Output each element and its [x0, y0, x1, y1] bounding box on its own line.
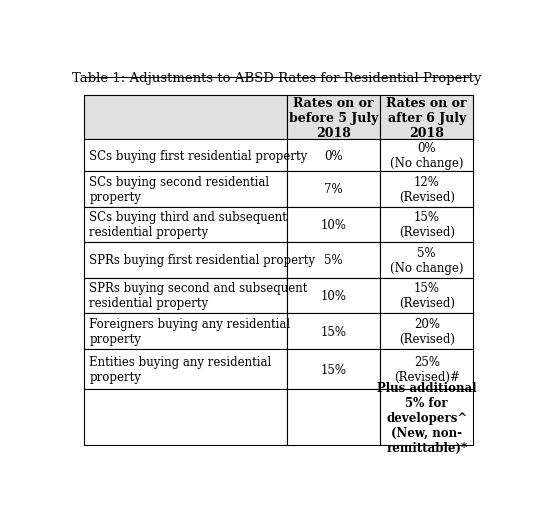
Text: Rates on or
after 6 July
2018: Rates on or after 6 July 2018	[387, 96, 467, 139]
Text: 15%
(Revised): 15% (Revised)	[399, 211, 455, 239]
Bar	[84, 172, 287, 207]
Text: 10%: 10%	[320, 218, 346, 231]
Bar	[287, 95, 380, 140]
Text: SPRs buying first residential property: SPRs buying first residential property	[89, 254, 315, 267]
Text: SCs buying second residential
property: SCs buying second residential property	[89, 175, 269, 204]
Text: 12%
(Revised): 12% (Revised)	[399, 175, 455, 204]
Text: 5%
(No change): 5% (No change)	[390, 246, 463, 274]
Bar	[380, 278, 474, 314]
Bar	[380, 140, 474, 172]
Text: 15%: 15%	[320, 363, 346, 376]
Text: 15%: 15%	[320, 325, 346, 338]
Text: 10%: 10%	[320, 289, 346, 302]
Bar	[380, 207, 474, 242]
Bar	[380, 390, 474, 445]
Bar	[84, 140, 287, 172]
Text: 20%
(Revised): 20% (Revised)	[399, 317, 455, 345]
Text: SPRs buying second and subsequent
residential property: SPRs buying second and subsequent reside…	[89, 282, 308, 310]
Bar	[287, 140, 380, 172]
Bar	[380, 172, 474, 207]
Bar	[84, 349, 287, 390]
Bar	[287, 314, 380, 349]
Text: 25%
(Revised)#: 25% (Revised)#	[394, 356, 460, 383]
Bar	[287, 207, 380, 242]
Text: Table 1: Adjustments to ABSD Rates for Residential Property: Table 1: Adjustments to ABSD Rates for R…	[72, 72, 482, 85]
Text: 0%
(No change): 0% (No change)	[390, 142, 463, 170]
Text: 7%: 7%	[324, 183, 343, 196]
Text: Foreigners buying any residential
property: Foreigners buying any residential proper…	[89, 317, 291, 345]
Bar	[287, 278, 380, 314]
Bar	[287, 172, 380, 207]
Text: SCs buying first residential property: SCs buying first residential property	[89, 149, 307, 162]
Bar	[287, 390, 380, 445]
Bar	[84, 278, 287, 314]
Bar	[380, 349, 474, 390]
Bar	[84, 390, 287, 445]
Text: 0%: 0%	[324, 149, 343, 162]
Bar	[84, 95, 287, 140]
Text: Entities buying any residential
property: Entities buying any residential property	[89, 356, 272, 383]
Bar	[84, 242, 287, 278]
Text: Plus additional
5% for
developers^
(New, non-
remittable)*: Plus additional 5% for developers^ (New,…	[377, 381, 476, 454]
Text: Rates on or
before 5 July
2018: Rates on or before 5 July 2018	[289, 96, 378, 139]
Bar	[84, 207, 287, 242]
Text: 15%
(Revised): 15% (Revised)	[399, 282, 455, 310]
Bar	[380, 242, 474, 278]
Bar	[287, 242, 380, 278]
Bar	[380, 95, 474, 140]
Bar	[287, 349, 380, 390]
Bar	[380, 314, 474, 349]
Text: SCs buying third and subsequent
residential property: SCs buying third and subsequent resident…	[89, 211, 287, 239]
Text: 5%: 5%	[324, 254, 343, 267]
Bar	[84, 314, 287, 349]
